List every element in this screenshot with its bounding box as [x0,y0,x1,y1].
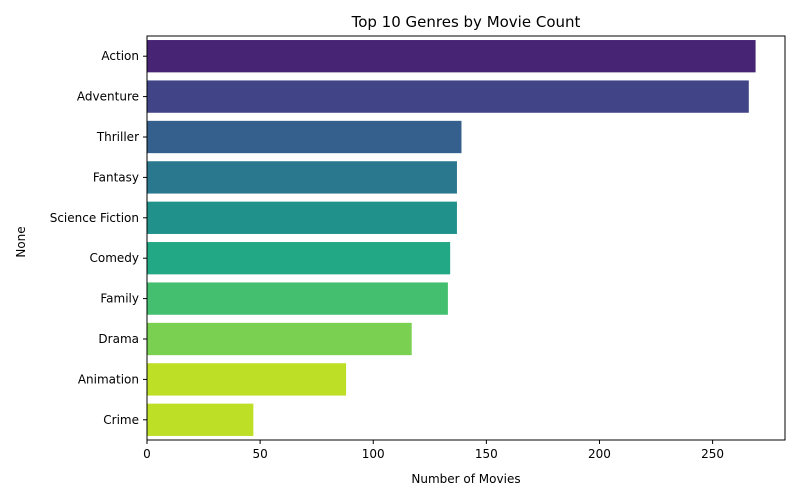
x-tick-label: 200 [588,447,611,461]
x-tick-label: 50 [252,447,267,461]
bar-family [147,282,448,315]
y-tick-label: Thriller [96,130,139,144]
x-tick-label: 150 [475,447,498,461]
x-tick-label: 0 [143,447,151,461]
bar-drama [147,322,412,356]
bar-adventure [147,80,749,113]
x-axis-label: Number of Movies [411,472,520,486]
y-tick-label: Science Fiction [50,211,139,225]
bars-group [147,40,756,436]
bar-crime [147,403,254,436]
y-tick-label: Fantasy [93,170,139,184]
y-tick-label: Adventure [77,90,139,104]
y-tick-label: Animation [78,372,139,386]
y-tick-label: Family [100,292,139,306]
x-tick-label: 100 [362,447,385,461]
bar-action [147,40,756,73]
plot-frame [146,35,786,441]
x-axis-ticks: 0 50 100 150 200 250 [143,440,724,461]
y-axis-ticks: Action Adventure Thriller Fantasy Science Fi… [50,49,147,427]
y-tick-label: Crime [103,413,139,427]
x-tick-label: 250 [701,447,724,461]
bar-thriller [147,120,462,154]
bar-animation [147,363,347,396]
y-axis-label: None [14,226,28,257]
bar-comedy [147,242,451,275]
bar-science-fiction [147,201,457,234]
bar-fantasy [147,161,457,194]
y-tick-label: Comedy [89,251,139,265]
axes-spines [146,35,786,441]
y-tick-label: Drama [98,332,139,346]
y-tick-label: Action [101,49,139,63]
chart-title: Top 10 Genres by Movie Count [351,13,581,31]
